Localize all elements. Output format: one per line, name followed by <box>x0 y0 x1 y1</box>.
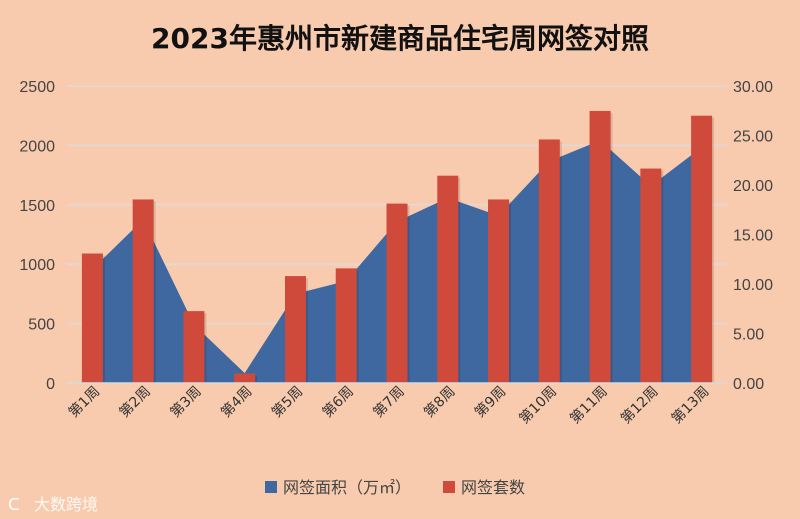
right-tick-label: 10.00 <box>733 277 773 294</box>
x-axis: 第1周 第2周 第3周 第4周 第5周 第6周 第7周 第8周 第9周 第10周 第11周 第12周第… <box>65 382 727 427</box>
x-tick-label: 第9周 <box>471 383 509 421</box>
bar <box>538 139 560 383</box>
bar <box>183 311 205 383</box>
bar <box>132 199 154 383</box>
x-tick-label: 第10周 <box>516 383 560 427</box>
legend-swatch-area <box>265 481 277 493</box>
legend: 网签面积（万㎡） 网签套数 <box>265 478 525 497</box>
x-tick-label: 第6周 <box>319 383 357 421</box>
left-axis: 0 500 1000 1500 2000 2500 <box>19 79 55 393</box>
bar-series <box>81 110 715 383</box>
x-tick-label: 第1周 <box>65 383 103 421</box>
left-tick-label: 500 <box>28 317 55 334</box>
right-axis: 0.00 5.00 10.00 15.00 20.00 25.00 30.00 <box>733 79 773 393</box>
x-tick-label: 第4周 <box>217 383 255 421</box>
bar <box>234 373 256 383</box>
x-tick-label: 第13周 <box>668 383 712 427</box>
x-tick-label: 第11周 <box>566 383 610 427</box>
left-tick-label: 1000 <box>19 257 55 274</box>
x-tick-label: 第5周 <box>268 383 306 421</box>
right-tick-label: 20.00 <box>733 178 773 195</box>
left-tick-label: 0 <box>46 376 55 393</box>
bar <box>488 199 510 383</box>
x-tick-label: 第3周 <box>167 383 205 421</box>
bar <box>386 203 408 383</box>
right-tick-label: 15.00 <box>733 228 773 245</box>
right-tick-label: 0.00 <box>733 376 764 393</box>
legend-label-area: 网签面积（万㎡） <box>283 478 411 497</box>
bar <box>284 276 306 383</box>
left-tick-label: 1500 <box>19 198 55 215</box>
right-tick-label: 30.00 <box>733 79 773 96</box>
bar <box>437 175 459 383</box>
bar <box>691 115 713 383</box>
left-tick-label: 2000 <box>19 138 55 155</box>
right-tick-label: 5.00 <box>733 327 764 344</box>
x-tick-label: 第12周 <box>617 383 661 427</box>
x-tick-label: 第7周 <box>370 383 408 421</box>
watermark-text: 大数跨境 <box>34 495 98 514</box>
left-tick-label: 2500 <box>19 79 55 96</box>
legend-label-bars: 网签套数 <box>461 478 525 497</box>
right-tick-label: 25.00 <box>733 129 773 146</box>
watermark-logo-icon: ᑕ <box>8 495 20 514</box>
bar <box>81 253 103 383</box>
x-tick-label: 第2周 <box>116 383 154 421</box>
legend-swatch-bars <box>443 481 455 493</box>
bar <box>640 168 662 383</box>
x-tick-label: 第8周 <box>420 383 458 421</box>
bar <box>589 110 611 383</box>
chart-title: 2023年惠州市新建商品住宅周网签对照 <box>151 22 649 55</box>
bar <box>335 268 357 383</box>
